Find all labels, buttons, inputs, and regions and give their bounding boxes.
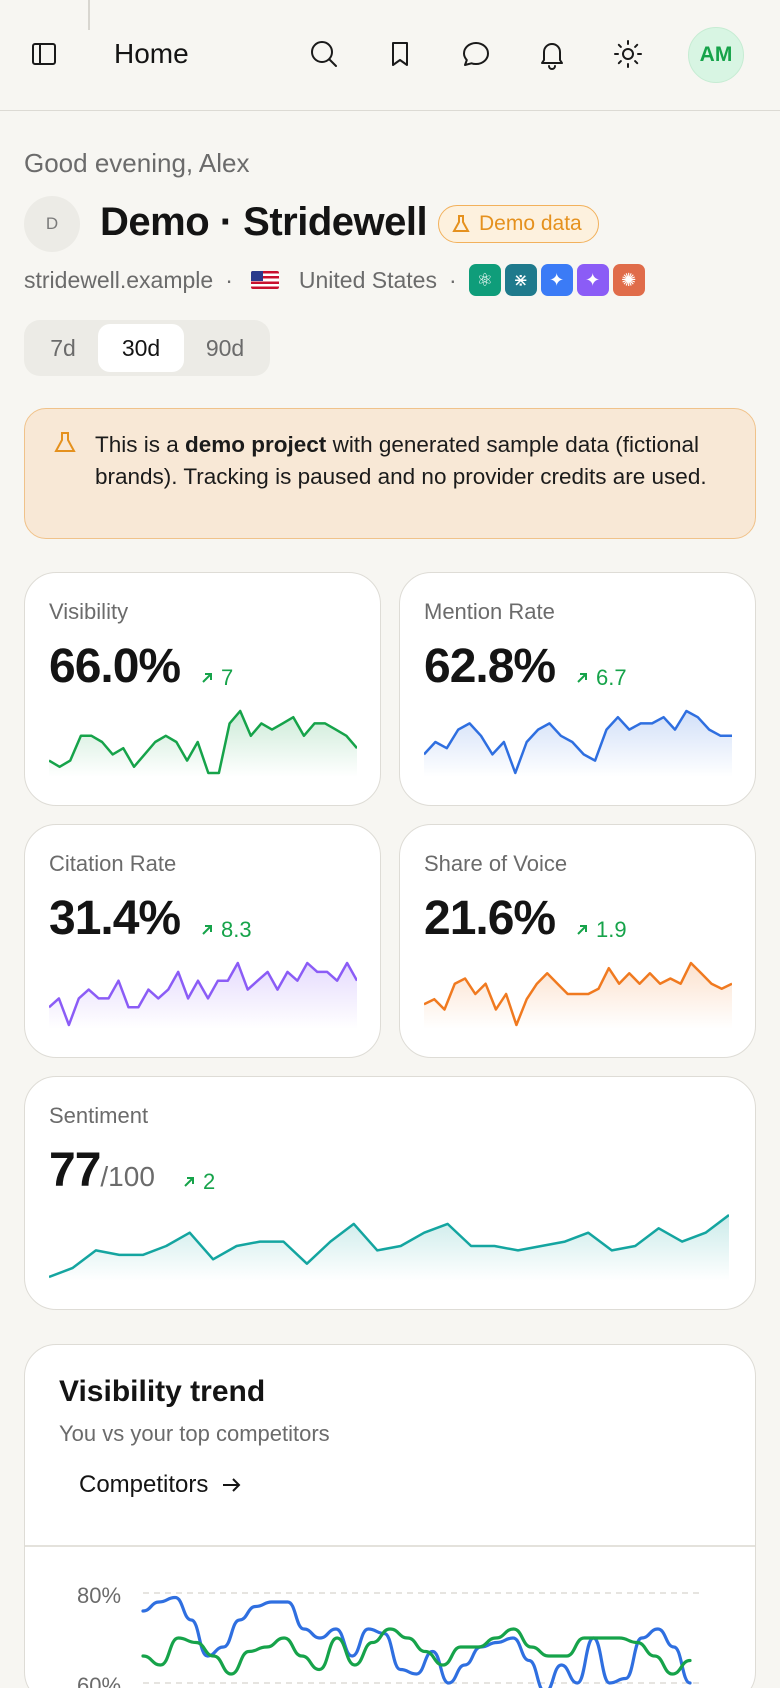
sidebar-toggle-icon[interactable] <box>22 32 66 76</box>
project-meta: stridewell.example · United States · ⚛ ⋇ ✦… <box>24 264 649 296</box>
page-title: Home <box>114 38 189 69</box>
flask-icon <box>452 215 470 232</box>
claude-icon: ✺ <box>612 264 645 296</box>
metric-delta: 1.9 <box>574 917 627 943</box>
metric-delta: 8.3 <box>199 917 252 943</box>
demo-data-badge: Demo data <box>438 205 599 243</box>
sentiment-max: /100 <box>100 1161 155 1192</box>
sparkline-line <box>424 709 732 775</box>
sparkline-line <box>49 709 357 775</box>
trend-series-line-1 <box>141 1627 692 1676</box>
metric-delta: 7 <box>199 665 233 691</box>
sun-icon[interactable] <box>606 32 650 76</box>
metric-value: 21.6% <box>424 892 556 945</box>
sentiment-card[interactable]: Sentiment 77/100 2 <box>24 1076 756 1310</box>
metric-label: Mention Rate <box>424 599 555 624</box>
bookmark-icon[interactable] <box>378 32 422 76</box>
project-domain: stridewell.example <box>24 266 214 293</box>
gemini-icon: ✦ <box>540 264 573 296</box>
citation-rate-sparkline <box>49 961 357 1029</box>
metric-label: Visibility <box>49 599 129 624</box>
demo-notice: This is a demo project with generated sa… <box>24 408 756 539</box>
arrow-right-icon <box>223 1478 241 1492</box>
metric-value: 31.4% <box>49 892 181 945</box>
perplexity-icon: ⋇ <box>504 264 537 296</box>
user-avatar[interactable]: AM <box>688 27 744 83</box>
chat-icon[interactable] <box>454 32 498 76</box>
share-of-voice-sparkline <box>424 961 732 1029</box>
citation-rate-card[interactable]: Citation Rate 31.4% 8.3 <box>24 824 381 1058</box>
trend-subtitle: You vs your top competitors <box>59 1421 330 1446</box>
metric-value: 66.0% <box>49 640 181 693</box>
range-30d[interactable]: 30d <box>98 324 184 372</box>
bell-icon[interactable] <box>530 32 574 76</box>
sparkline-area <box>49 963 357 1029</box>
flask-icon <box>54 432 76 452</box>
range-7d[interactable]: 7d <box>50 334 76 361</box>
y-tick-label: 80% <box>77 1583 122 1608</box>
sparkline-line <box>49 961 357 1027</box>
range-selector: 7d 30d 90d <box>24 320 270 376</box>
competitors-label: Competitors <box>79 1471 209 1498</box>
visibility-sparkline <box>49 709 357 777</box>
demo-notice-text: This is a demo project with generated sa… <box>95 432 707 489</box>
demo-badge-label: Demo data <box>479 212 582 235</box>
trend-title: Visibility trend <box>59 1375 266 1408</box>
metric-delta: 6.7 <box>574 665 627 691</box>
metric-value: 62.8% <box>424 640 556 693</box>
provider-icons: ⚛ ⋇ ✦ ✦ ✺ <box>468 264 649 296</box>
openai-icon: ⚛ <box>468 264 501 296</box>
divider <box>25 1545 755 1547</box>
arrow-up-right-icon <box>184 1177 194 1187</box>
trend-series-line-0 <box>141 1595 692 1688</box>
copilot-icon: ✦ <box>576 264 609 296</box>
arrow-up-right-icon <box>202 673 212 683</box>
metric-delta: 2 <box>181 1169 215 1195</box>
arrow-up-right-icon <box>577 925 587 935</box>
visibility-card[interactable]: Visibility 66.0% 7 <box>24 572 381 806</box>
mention-rate-sparkline <box>424 709 732 777</box>
y-tick-label: 60% <box>77 1673 122 1688</box>
top-bar: Home AM <box>0 0 780 111</box>
project-title: Demo · Stridewell <box>100 200 428 244</box>
us-flag-icon <box>250 271 279 289</box>
sparkline-area <box>424 711 732 777</box>
share-of-voice-card[interactable]: Share of Voice 21.6% 1.9 <box>399 824 756 1058</box>
separator: · <box>225 266 233 293</box>
competitors-button[interactable]: Competitors <box>59 1455 262 1515</box>
metric-label: Citation Rate <box>49 851 177 876</box>
mention-rate-card[interactable]: Mention Rate 62.8% 6.7 <box>399 572 756 806</box>
visibility-trend-chart <box>141 1592 700 1688</box>
greeting: Good evening, Alex <box>24 148 250 178</box>
metric-value: 77/100 <box>49 1144 155 1197</box>
search-icon[interactable] <box>302 32 346 76</box>
range-90d[interactable]: 90d <box>205 334 245 361</box>
arrow-up-right-icon <box>202 925 212 935</box>
sparkline-area <box>49 1215 729 1281</box>
arrow-up-right-icon <box>577 673 587 683</box>
metric-label: Share of Voice <box>424 851 568 876</box>
project-avatar: D <box>24 196 80 252</box>
sparkline-area <box>49 711 357 777</box>
metric-label: Sentiment <box>49 1103 149 1128</box>
separator: · <box>448 266 457 293</box>
sentiment-sparkline <box>49 1214 729 1281</box>
sparkline-line <box>49 1214 729 1279</box>
visibility-trend-card: Visibility trend You vs your top competi… <box>24 1344 756 1688</box>
project-country: United States <box>298 266 437 293</box>
divider <box>88 0 90 30</box>
sparkline-line <box>424 961 732 1027</box>
